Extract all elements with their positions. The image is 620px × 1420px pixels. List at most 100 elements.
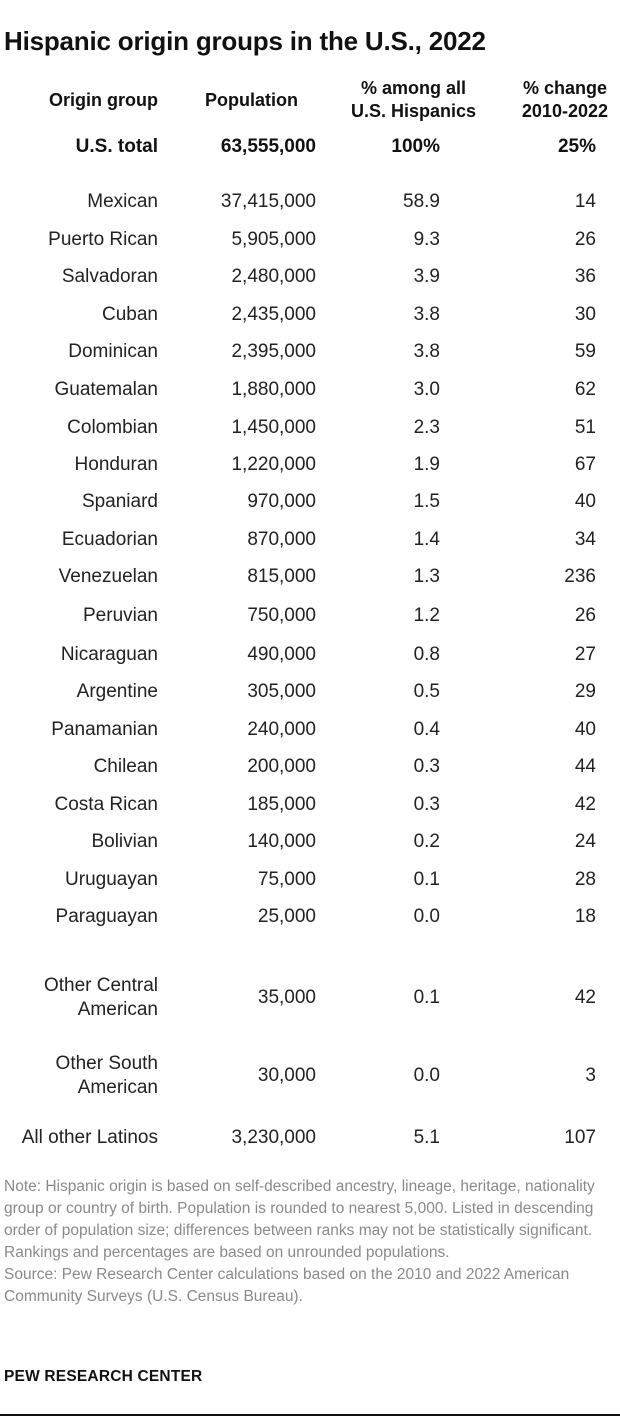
population-value: 1,450,000 [231,417,316,438]
notes: Note: Hispanic origin is based on self-d… [4,1176,616,1308]
table-row: All other Latinos 3,230,000 5.1 107 [0,1121,620,1155]
table-row: Argentine 305,000 0.5 29 [0,675,620,709]
share-value: 3.9 [413,266,440,287]
source-text: Source: Pew Research Center calculations… [4,1266,570,1305]
change-value: 40 [574,719,596,740]
share-value: 1.2 [413,605,440,626]
brand-label: PEW RESEARCH CENTER [4,1368,203,1385]
origin-name: Ecuadorian [61,529,158,550]
origin-name: Uruguayan [65,869,158,890]
share-value: 5.1 [413,1127,440,1148]
table-row: Uruguayan 75,000 0.1 28 [0,863,620,897]
population-value: 30,000 [257,1065,316,1086]
origin-name: Mexican [87,191,158,212]
share-value: 1.5 [413,491,440,512]
table-row: Mexican 37,415,000 58.9 14 [0,185,620,219]
change-value: 14 [574,191,596,212]
change-value: 27 [574,644,596,665]
population-value: 305,000 [247,681,316,702]
table-row: Costa Rican 185,000 0.3 42 [0,788,620,822]
header-origin-group: Origin group [49,90,158,110]
change-value: 236 [564,566,596,587]
population-value: 2,480,000 [231,266,316,287]
population-value: 2,395,000 [231,341,316,362]
population-value: 185,000 [247,794,316,815]
origin-name: Other Central American [43,975,158,1020]
bottom-rule [0,1414,620,1416]
population-value: 35,000 [257,987,316,1008]
share-value: 0.0 [413,906,440,927]
population-value: 2,435,000 [231,304,316,325]
change-value: 28 [574,869,596,890]
population-value: 140,000 [247,831,316,852]
population-value: 490,000 [247,644,316,665]
origin-name: Puerto Rican [48,229,158,250]
table-row: Nicaraguan 490,000 0.8 27 [0,638,620,672]
population-value: 870,000 [247,529,316,550]
population-value: 37,415,000 [220,191,316,212]
change-value: 30 [574,304,596,325]
origin-name: Honduran [74,454,158,475]
change-value: 51 [574,417,596,438]
change-value: 26 [574,605,596,626]
change-value: 44 [574,756,596,777]
total-share: 100% [391,136,440,157]
total-population: 63,555,000 [220,136,316,157]
change-value: 3 [585,1065,596,1086]
share-value: 0.3 [413,756,440,777]
origin-name: Dominican [68,341,158,362]
share-value: 0.1 [413,869,440,890]
change-value: 59 [574,341,596,362]
table-row: Chilean 200,000 0.3 44 [0,750,620,784]
change-value: 107 [564,1127,596,1148]
change-value: 62 [574,379,596,400]
change-value: 40 [574,491,596,512]
origin-name: Chilean [93,756,158,777]
origin-name: Paraguayan [55,906,158,927]
population-value: 815,000 [247,566,316,587]
note-text: Note: Hispanic origin is based on self-d… [4,1178,595,1261]
share-value: 0.4 [413,719,440,740]
share-value: 3.0 [413,379,440,400]
change-value: 34 [574,529,596,550]
share-value: 0.3 [413,794,440,815]
table-row: Ecuadorian 870,000 1.4 34 [0,523,620,557]
origin-name: Salvadoran [61,266,158,287]
header-share-line1: % among all [360,78,466,98]
origin-name: Peruvian [83,605,158,626]
share-value: 58.9 [403,191,440,212]
origin-name: Cuban [102,304,158,325]
origin-name: Nicaraguan [60,644,158,665]
total-row: U.S. total 63,555,000 100% 25% [0,133,620,161]
header-share-line2: U.S. Hispanics [350,101,476,121]
table-row: Colombian 1,450,000 2.3 51 [0,411,620,445]
share-value: 2.3 [413,417,440,438]
population-value: 3,230,000 [231,1127,316,1148]
share-value: 1.3 [413,566,440,587]
origin-name: Costa Rican [54,794,159,815]
population-value: 25,000 [257,906,316,927]
population-value: 1,220,000 [231,454,316,475]
origin-name: Spaniard [81,491,158,512]
table-row: Puerto Rican 5,905,000 9.3 26 [0,223,620,257]
chart-title: Hispanic origin groups in the U.S., 2022 [4,26,486,56]
change-value: 42 [574,987,596,1008]
origin-name: Panamanian [51,719,158,740]
table-row: Bolivian 140,000 0.2 24 [0,825,620,859]
total-change: 25% [557,136,596,157]
header-change-line1: % change [522,78,607,98]
share-value: 1.4 [413,529,440,550]
share-value: 1.9 [413,454,440,475]
share-value: 0.5 [413,681,440,702]
header-share: % among all U.S. Hispanics [351,77,476,123]
table-row: Paraguayan 25,000 0.0 18 [0,900,620,934]
table-row: Venezuelan 815,000 1.3 236 [0,560,620,594]
population-value: 75,000 [257,869,316,890]
population-value: 1,880,000 [231,379,316,400]
change-value: 36 [574,266,596,287]
table-row: Dominican 2,395,000 3.8 59 [0,335,620,369]
population-value: 5,905,000 [231,229,316,250]
share-value: 3.8 [413,304,440,325]
table-row: Peruvian 750,000 1.2 26 [0,599,620,633]
origin-name: Guatemalan [54,379,158,400]
